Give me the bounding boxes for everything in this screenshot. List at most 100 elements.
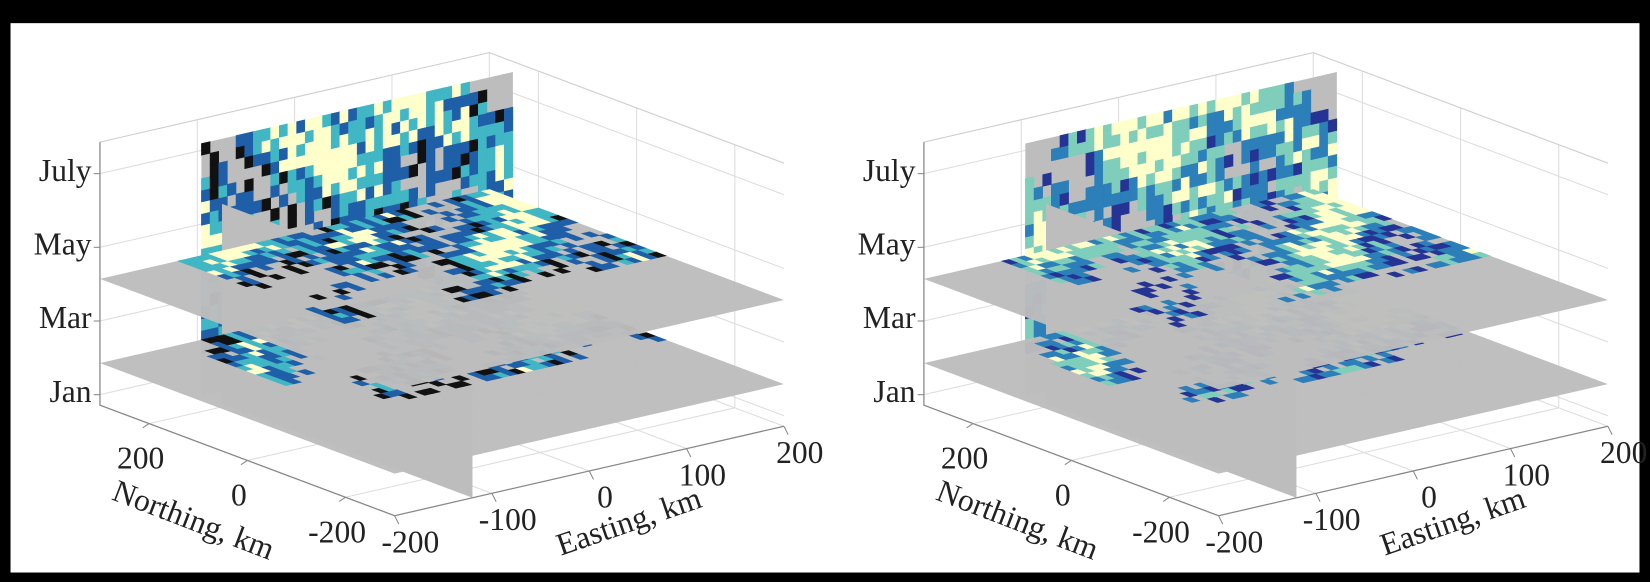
z-tick-label: Mar (863, 300, 916, 335)
field-cell (1172, 190, 1181, 204)
field-cell (392, 98, 401, 112)
field-cell (323, 125, 332, 139)
field-cell (279, 147, 288, 161)
field-cell (357, 129, 366, 143)
field-cell (470, 138, 479, 152)
field-cell (1112, 145, 1121, 159)
field-cell (470, 127, 479, 141)
field-cell (496, 156, 505, 170)
field-cell (1129, 188, 1138, 202)
field-cell (461, 105, 470, 119)
field-cell (1095, 126, 1104, 140)
field-cell (1216, 145, 1225, 159)
field-cell (1034, 186, 1043, 200)
field-cell (418, 92, 427, 106)
z-tick-label: Jan (49, 374, 91, 409)
field-cell (1224, 178, 1233, 192)
field-cell (357, 141, 366, 155)
field-cell (1302, 148, 1311, 162)
field-cell (409, 106, 418, 120)
field-cell (271, 137, 280, 151)
field-cell (340, 133, 349, 147)
field-cell (1268, 98, 1277, 112)
field-cell (444, 168, 453, 182)
field-cell (201, 212, 210, 226)
field-cell (452, 154, 461, 168)
field-cell (470, 115, 479, 129)
field-cell (1285, 152, 1294, 166)
field-cell (1103, 182, 1112, 196)
field-cell (1129, 118, 1138, 132)
field-cell (1216, 191, 1225, 205)
field-cell (1112, 168, 1121, 182)
field-cell (297, 120, 306, 134)
field-cell (366, 127, 375, 141)
field-cell (305, 164, 314, 178)
field-cell (504, 154, 513, 168)
field-cell (314, 198, 323, 212)
field-cell (1146, 184, 1155, 198)
field-cell (279, 135, 288, 149)
field-cell (383, 135, 392, 149)
field-cell (1259, 181, 1268, 195)
field-cell (314, 127, 323, 141)
field-cell (323, 114, 332, 128)
field-cell (323, 184, 332, 198)
field-cell (314, 151, 323, 165)
field-cell (340, 110, 349, 124)
field-cell (357, 153, 366, 167)
field-cell (1155, 112, 1164, 126)
field-cell (366, 139, 375, 153)
field-cell (1138, 127, 1147, 141)
field-cell (435, 170, 444, 184)
field-cell (1103, 170, 1112, 184)
field-cell (487, 134, 496, 148)
field-cell (426, 183, 435, 197)
field-cell (1198, 102, 1207, 116)
field-cell (1259, 111, 1268, 125)
field-cell (1302, 172, 1311, 186)
x-tick-label: -100 (479, 502, 537, 537)
field-cell (487, 111, 496, 125)
field-cell (1302, 113, 1311, 127)
field-cell (426, 148, 435, 162)
field-cell (1276, 119, 1285, 133)
field-cell (1181, 141, 1190, 155)
field-cell (1121, 190, 1130, 204)
field-cell (1320, 179, 1329, 193)
field-cell (227, 182, 236, 196)
field-cell (201, 142, 210, 156)
field-cell (1155, 182, 1164, 196)
field-cell (1259, 135, 1268, 149)
field-cell (452, 96, 461, 110)
field-cell (305, 118, 314, 132)
field-cell (1086, 163, 1095, 177)
field-cell (392, 145, 401, 159)
field-cell (1172, 131, 1181, 145)
field-cell (452, 131, 461, 145)
field-cell (305, 176, 314, 190)
field-cell (331, 135, 340, 149)
field-cell (426, 102, 435, 116)
field-cell (1259, 170, 1268, 184)
field-cell (1328, 119, 1337, 133)
field-cell (340, 121, 349, 135)
field-cell (357, 176, 366, 190)
field-cell (1216, 156, 1225, 170)
field-cell (1155, 147, 1164, 161)
field-cell (1294, 173, 1303, 187)
field-cell (1294, 115, 1303, 129)
field-cell (1276, 142, 1285, 156)
field-cell (340, 192, 349, 206)
field-cell (1025, 177, 1034, 191)
field-cell (1086, 151, 1095, 165)
z-tick-label: July (863, 153, 916, 188)
field-cell (288, 204, 297, 218)
field-cell (1328, 177, 1337, 191)
field-cell (201, 200, 210, 214)
field-cell (1164, 110, 1173, 124)
field-cell (1311, 146, 1320, 160)
field-cell (1207, 112, 1216, 126)
field-cell (383, 193, 392, 207)
field-cell (1121, 202, 1130, 216)
